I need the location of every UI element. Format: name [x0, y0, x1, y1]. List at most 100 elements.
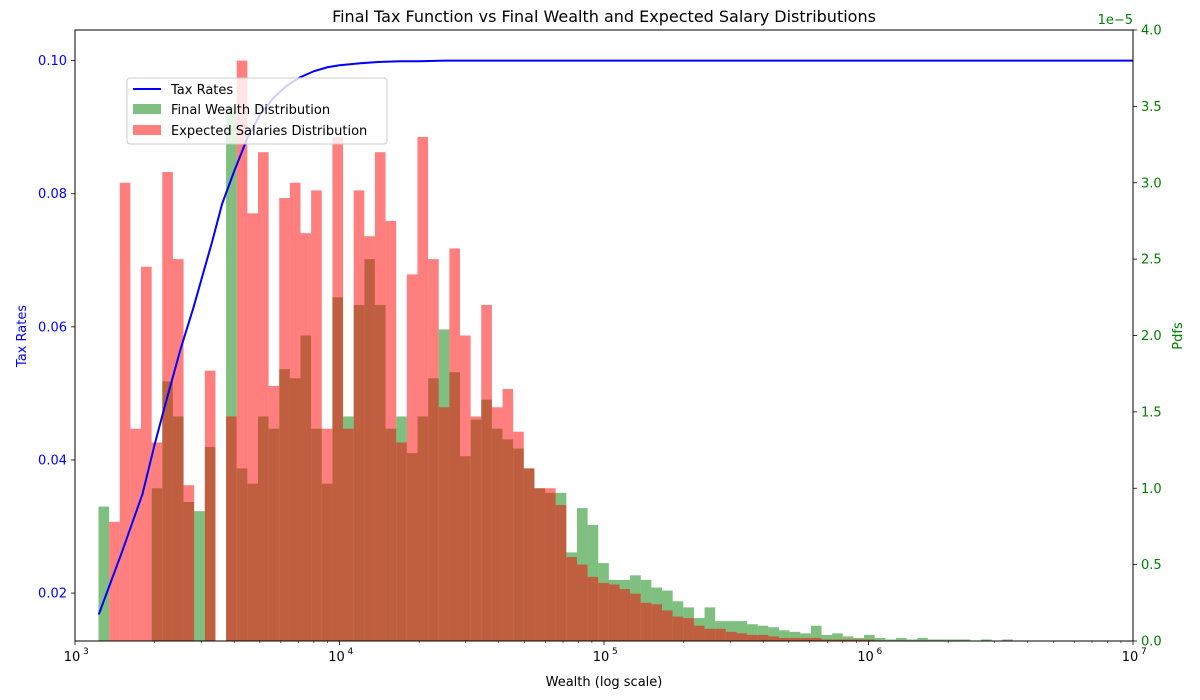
salary-bar — [428, 259, 439, 642]
salary-bar — [204, 370, 216, 641]
salary-bar — [130, 428, 142, 641]
salary-bar — [109, 521, 120, 641]
salary-bar — [460, 335, 471, 641]
salary-bar — [353, 190, 365, 641]
salary-bar — [864, 639, 875, 641]
salary-bar — [151, 442, 163, 641]
right-tick-label: 3.0 — [1141, 176, 1162, 191]
salary-distribution-bars — [109, 60, 875, 642]
wealth-bar — [1002, 639, 1013, 641]
x-tick-exponent: 4 — [348, 647, 354, 657]
salary-bar — [566, 556, 577, 641]
salary-bar — [672, 616, 684, 641]
wealth-bar — [864, 634, 875, 641]
left-tick-label: 0.08 — [38, 187, 67, 202]
wealth-bar — [842, 636, 854, 641]
wealth-bar — [226, 106, 237, 642]
wealth-bar — [832, 633, 843, 641]
salary-bar — [640, 602, 652, 641]
salary-bar — [449, 248, 460, 641]
salary-bar — [396, 442, 407, 641]
right-axis-offset: 1e−5 — [1098, 13, 1133, 28]
wealth-bar — [927, 639, 939, 641]
legend-label-tax-rates: Tax Rates — [170, 83, 233, 98]
x-tick-exponent: 7 — [1141, 647, 1147, 657]
wealth-bar — [789, 631, 801, 641]
chart-title: Final Tax Function vs Final Wealth and E… — [332, 7, 876, 26]
right-tick-label: 2.5 — [1141, 253, 1162, 268]
wealth-bar — [885, 639, 896, 641]
salary-bar — [141, 266, 152, 641]
wealth-bar — [981, 639, 992, 641]
salary-bar — [481, 304, 492, 641]
left-axis-ticks: 0.02 0.04 0.06 0.08 0.10 — [38, 54, 75, 602]
x-tick-exponent: 6 — [877, 647, 883, 657]
right-axis-ticks: 0.0 0.5 1.0 1.5 2.0 2.5 3.0 3.5 4.0 — [1133, 24, 1162, 650]
right-tick-label: 1.5 — [1141, 405, 1162, 420]
legend-label-wealth: Final Wealth Distribution — [171, 103, 330, 118]
wealth-bar — [778, 630, 790, 641]
salary-bar — [523, 468, 535, 641]
salary-bar — [725, 631, 737, 641]
salary-bar — [300, 233, 312, 641]
salary-bar — [853, 639, 865, 641]
salary-bar — [704, 628, 716, 641]
salary-bar — [247, 213, 258, 642]
legend-box — [126, 77, 388, 145]
salary-bar — [343, 428, 354, 641]
salary-bar — [800, 637, 811, 641]
salary-bar — [470, 416, 482, 641]
salary-bar — [513, 431, 524, 641]
right-tick-label: 3.5 — [1141, 100, 1162, 115]
right-tick-label: 0.5 — [1141, 558, 1162, 573]
wealth-bar — [874, 637, 886, 641]
wealth-bar — [736, 621, 748, 641]
salary-bar — [172, 259, 184, 642]
salary-bar — [236, 60, 248, 642]
legend-label-salaries: Expected Salaries Distribution — [171, 124, 367, 139]
right-tick-label: 1.0 — [1141, 482, 1162, 497]
salary-bar — [757, 634, 769, 641]
salary-bar — [364, 236, 375, 641]
salary-bar — [619, 589, 631, 641]
wealth-bar — [704, 607, 716, 641]
salary-bar — [257, 152, 269, 641]
wealth-bar — [821, 634, 833, 641]
x-tick-label: 10 — [593, 650, 610, 665]
salary-bar — [630, 593, 641, 641]
salary-bar — [598, 582, 609, 641]
right-tick-label: 4.0 — [1141, 24, 1162, 39]
salary-bar — [747, 634, 758, 641]
salary-bar — [608, 584, 620, 641]
left-tick-label: 0.02 — [38, 587, 67, 602]
salary-bar — [417, 136, 429, 641]
tax-rates-line — [97, 59, 1133, 615]
x-tick-label: 10 — [1122, 650, 1139, 665]
salary-bar — [662, 610, 673, 641]
x-tick-label: 10 — [64, 650, 81, 665]
salary-bar — [715, 628, 726, 641]
x-tick-exponent: 3 — [83, 647, 89, 657]
x-axis-label: Wealth (log scale) — [546, 675, 663, 690]
salary-bar — [321, 428, 333, 641]
salary-bar — [374, 152, 386, 641]
salary-bar — [832, 639, 843, 641]
wealth-bar — [895, 637, 907, 641]
salary-bar — [545, 488, 556, 641]
salary-bar — [778, 637, 790, 641]
salary-bar — [162, 172, 173, 641]
left-tick-label: 0.04 — [38, 453, 67, 468]
left-tick-label: 0.06 — [38, 320, 67, 335]
salary-bar — [183, 485, 195, 641]
legend-swatch-wealth — [133, 104, 161, 114]
salary-bar — [683, 618, 694, 641]
legend: Tax Rates Final Wealth Distribution Expe… — [126, 77, 388, 145]
wealth-bar — [757, 625, 769, 641]
salary-bar — [332, 136, 344, 641]
salary-bar — [651, 604, 663, 641]
salary-bar — [311, 190, 322, 641]
salary-bar — [385, 220, 397, 641]
salary-bar — [768, 636, 779, 641]
legend-swatch-salaries — [133, 125, 161, 135]
